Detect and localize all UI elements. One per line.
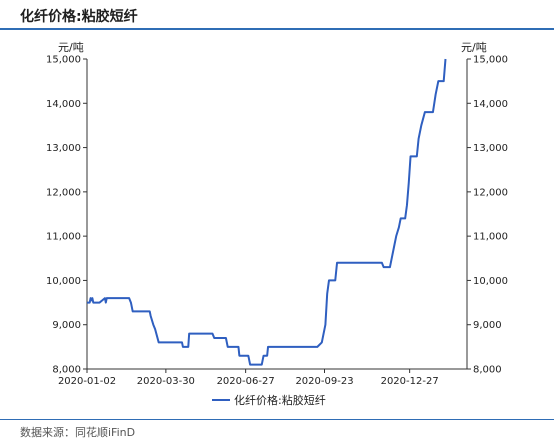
y-tick-label-left: 9,000: [52, 320, 81, 331]
legend-label: 化纤价格:粘胶短纤: [234, 393, 326, 407]
y-tick-label-right: 8,000: [473, 365, 502, 376]
y-tick-label-right: 11,000: [473, 232, 508, 243]
x-tick-label: 2020-12-27: [381, 376, 439, 387]
ticks: 8,000 8,000 9,000 9,000 10,000 10,000 11,000 11…: [46, 55, 508, 388]
chart-title: 化纤价格:粘胶短纤: [20, 9, 138, 25]
y-tick-label-right: 10,000: [473, 276, 508, 287]
axes: [86, 59, 468, 370]
y-tick-label-left: 11,000: [46, 232, 81, 243]
footer-divider: [0, 419, 554, 420]
y-tick-label-left: 15,000: [46, 55, 81, 66]
x-tick-label: 2020-09-23: [295, 376, 353, 387]
y-tick-label-left: 13,000: [46, 143, 81, 154]
y-tick-label-left: 10,000: [46, 276, 81, 287]
title-divider: [0, 28, 554, 30]
x-tick-label: 2020-03-30: [137, 376, 195, 387]
y-tick-label-left: 8,000: [52, 365, 81, 376]
series-layer: [87, 58, 447, 366]
y-tick-label-right: 12,000: [473, 187, 508, 198]
legend: 化纤价格:粘胶短纤: [212, 393, 326, 407]
y-tick-label-right: 15,000: [473, 55, 508, 66]
y-tick-label-right: 9,000: [473, 320, 502, 331]
y-axis-unit-left: 元/吨: [58, 41, 84, 54]
y-tick-label-left: 12,000: [46, 187, 81, 198]
y-tick-label-left: 14,000: [46, 99, 81, 110]
x-tick-label: 2020-06-27: [217, 376, 275, 387]
y-tick-label-right: 13,000: [473, 143, 508, 154]
y-axis-unit-right: 元/吨: [461, 41, 487, 54]
series-line: [87, 58, 447, 366]
x-tick-label: 2020-01-02: [58, 376, 116, 387]
y-tick-label-right: 14,000: [473, 99, 508, 110]
data-source: 数据来源：同花顺iFinD: [20, 426, 136, 439]
